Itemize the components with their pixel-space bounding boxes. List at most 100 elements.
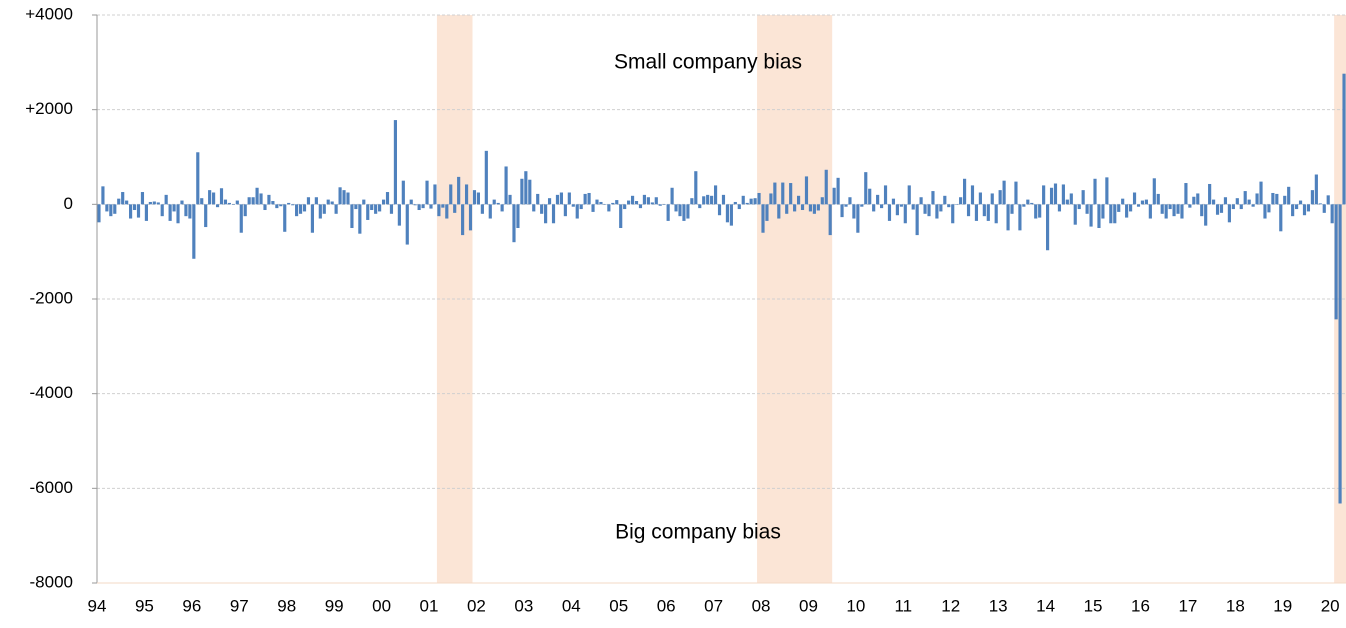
bar [1077, 204, 1081, 210]
bar [457, 176, 461, 205]
x-tick-label: 07 [704, 596, 723, 615]
bar [832, 187, 836, 205]
bar [654, 197, 658, 205]
bar [982, 204, 986, 217]
bar [1156, 193, 1160, 205]
bar [1014, 181, 1018, 205]
bar [453, 204, 457, 213]
bar [856, 204, 860, 233]
bar [334, 204, 338, 214]
bar [461, 204, 465, 236]
bar [1184, 183, 1188, 205]
bar [690, 198, 694, 205]
bar [966, 204, 971, 217]
bar [219, 188, 224, 205]
bar [947, 204, 951, 208]
bar [848, 197, 852, 205]
y-tick-label: -2000 [30, 288, 73, 307]
bar [500, 204, 504, 212]
bar [283, 204, 287, 232]
bar [1168, 204, 1172, 210]
bar [670, 187, 674, 205]
bar [476, 192, 481, 205]
bar [1018, 204, 1022, 231]
bar [1212, 199, 1216, 205]
bar [745, 202, 749, 205]
bar [449, 184, 453, 205]
bar [674, 204, 678, 212]
bar [713, 185, 718, 205]
y-tick-label: -4000 [30, 383, 73, 402]
bar [113, 204, 117, 214]
bar [1053, 183, 1058, 205]
bar [350, 204, 354, 228]
bar [1030, 202, 1034, 205]
bar [346, 192, 350, 205]
bar [903, 204, 907, 224]
bar [1026, 199, 1030, 205]
bar [994, 204, 998, 224]
bar [544, 204, 548, 224]
bar [951, 204, 955, 224]
bar [1061, 184, 1065, 205]
bar [1231, 204, 1235, 210]
bar [516, 204, 520, 228]
bar [393, 120, 397, 205]
bar [1140, 200, 1145, 205]
bar [417, 204, 421, 211]
bar [180, 200, 184, 205]
bar [196, 152, 200, 205]
bar [366, 204, 370, 220]
bar [899, 204, 903, 207]
bar [990, 193, 994, 205]
bar [879, 204, 884, 209]
bar [1330, 204, 1334, 224]
bar [212, 192, 216, 205]
bar [413, 204, 417, 206]
bar [710, 195, 714, 205]
bar [318, 204, 322, 219]
x-tick-label: 98 [277, 596, 296, 615]
bar [555, 194, 560, 205]
y-tick-label: +2000 [25, 99, 73, 118]
bar [1172, 204, 1176, 217]
bar [761, 204, 765, 233]
bar [1338, 204, 1342, 504]
bar [275, 204, 279, 209]
bar [662, 204, 666, 205]
bar [678, 204, 682, 217]
bar [129, 204, 133, 219]
bar [1279, 204, 1283, 232]
bar [638, 204, 643, 209]
bar [1034, 204, 1038, 219]
bar [844, 204, 848, 207]
bar [425, 180, 429, 205]
bar [148, 201, 152, 205]
x-tick-label: 12 [941, 596, 960, 615]
bar [405, 204, 409, 245]
bar [567, 192, 571, 205]
bar [741, 195, 745, 205]
bar [789, 183, 793, 205]
x-tick-label: 96 [182, 596, 201, 615]
bar [907, 185, 911, 205]
x-tick-label: 18 [1226, 596, 1245, 615]
bar [749, 198, 753, 205]
bar [765, 204, 769, 221]
bar [1302, 204, 1307, 216]
bar [808, 204, 813, 212]
bar [235, 200, 239, 205]
bar [702, 196, 706, 205]
bar [721, 194, 726, 205]
bar [1326, 195, 1330, 205]
bar [188, 204, 192, 219]
bar [378, 204, 382, 212]
bar [860, 204, 864, 207]
y-tick-label: 0 [64, 194, 73, 213]
bar [642, 194, 647, 205]
bar [306, 197, 311, 205]
bar [1022, 204, 1026, 207]
bar [883, 185, 888, 205]
bar [575, 204, 579, 219]
bar [666, 204, 670, 221]
